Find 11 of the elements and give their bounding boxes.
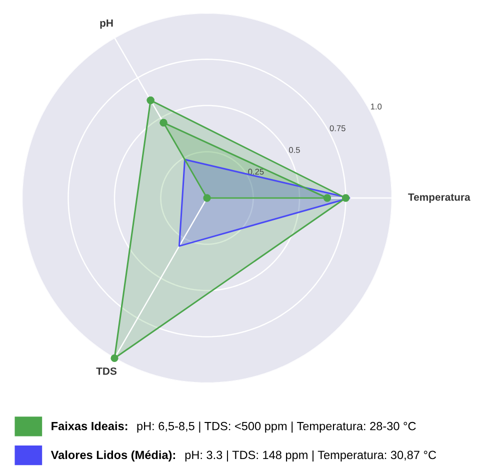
legend-label: Faixas Ideais:	[52, 422, 128, 430]
y-tick-label: 0.75	[330, 125, 346, 132]
spoke-label: Temperatura	[408, 194, 470, 203]
y-tick-label: 0.5	[289, 147, 300, 153]
spoke-label: TDS	[96, 367, 117, 375]
y-tick-label: 1.0	[370, 104, 382, 110]
text: pH: 6,5-8,5 | TDS: <500 ppm | Temperatura: 28-30 °C	[137, 422, 416, 433]
spoke-label: pH	[100, 19, 113, 29]
y-tick-label: 0.25	[248, 168, 264, 175]
text: pH: 3.3 | TDS: 148 ppm | Temperatura: 30,87 °C	[185, 450, 436, 462]
legend-label: Valores Lidos (Média):	[50, 450, 176, 462]
